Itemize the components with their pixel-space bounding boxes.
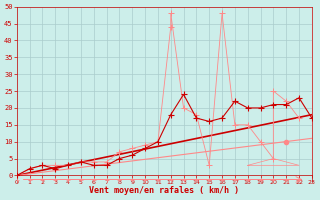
X-axis label: Vent moyen/en rafales ( km/h ): Vent moyen/en rafales ( km/h ) (89, 186, 239, 195)
